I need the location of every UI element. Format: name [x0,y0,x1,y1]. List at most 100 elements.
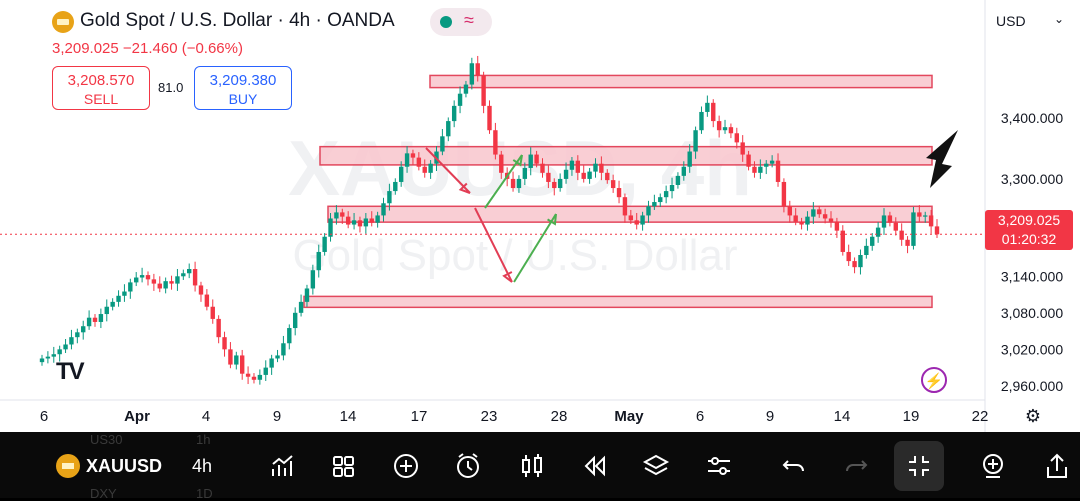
candle-body [870,236,875,246]
chevron-down-icon: ⌄ [1053,12,1064,26]
candle-body [139,275,145,278]
candle-body [658,197,663,203]
red-arrow-down-1-head [458,182,471,194]
chart-type-icon[interactable] [515,449,549,483]
currency-select[interactable]: USD ⌄ [992,8,1072,36]
candle-body [775,160,781,182]
candle-body [899,230,904,240]
candle-body [634,220,639,225]
candle-body [363,218,369,227]
timeframe-selector[interactable]: 4h [192,456,213,476]
add-icon[interactable] [389,449,423,483]
price-axis-label: 3,140.000 [1001,268,1063,284]
candle-body [98,314,104,322]
candle-body [758,166,763,173]
candle-body [640,215,645,225]
candle-body [210,306,215,319]
candle-body [92,317,98,322]
candle-body [357,220,363,227]
undo-icon[interactable] [777,449,811,483]
candle-body [787,206,792,216]
tradingview-logo-icon[interactable]: TV [56,358,85,385]
alert-icon[interactable] [451,449,485,483]
replay-icon[interactable] [577,449,611,483]
add-indicator-icon[interactable] [976,449,1010,483]
sell-button[interactable]: 3,208.570 SELL [52,66,150,110]
candle-body [163,281,168,289]
time-axis-label: 17 [411,408,428,425]
candle-body [187,269,192,274]
price-chart[interactable]: XAUUSD, 4h Gold Spot / U.S. Dollar 3,400.0… [0,0,1080,432]
candle-body [669,185,675,192]
candle-body [263,367,268,375]
settings-sliders-icon[interactable] [702,449,736,483]
green-arrow-up-2 [513,213,557,283]
candle-body [387,191,392,204]
candle-body [622,197,628,216]
candle-body [534,154,539,164]
candle-body [116,295,121,302]
candle-body [875,227,881,237]
candle-body [69,337,74,345]
price-axis-label: 3,400.000 [1001,110,1063,126]
candle-body [822,214,828,219]
candle-body [752,166,757,173]
layers-icon[interactable] [639,449,673,483]
buy-button[interactable]: 3,209.380 BUY [194,66,292,110]
time-axis-label: 28 [551,408,568,425]
candle-body [805,216,810,225]
lightning-icon[interactable]: ⚡ [921,367,947,393]
candle-body [304,288,310,302]
candle-body [552,181,557,189]
candle-body [145,275,151,280]
ghost-watchlist-symbol: US30 [90,432,123,447]
candle-body [316,251,321,271]
symbol-selector[interactable]: XAUUSD [56,454,162,478]
chart-title[interactable]: Gold Spot / U.S. Dollar · 4h · OANDA [80,10,395,31]
bar-countdown: 01:20:32 [1001,231,1057,247]
candle-body [793,215,798,222]
indicators-icon[interactable] [266,449,300,483]
black-pointer-arrow [926,130,958,188]
candle-body [540,163,545,173]
candle-body [557,178,563,189]
redo-icon[interactable] [839,449,873,483]
candle-body [575,160,581,173]
candle-body [463,84,469,94]
fullscreen-exit-icon[interactable] [894,441,944,491]
candle-body [469,63,475,85]
candle-body [275,355,280,359]
candle-body [675,175,681,185]
candle-body [928,215,934,227]
candle-body [410,153,416,158]
candle-body [563,169,569,179]
candle-body [516,178,522,189]
candle-body [57,349,62,355]
candle-body [764,163,769,167]
candle-body [234,355,239,365]
candle-body [616,188,622,198]
support-resistance-zone [303,295,933,309]
candle-body [45,356,51,359]
candle-body [175,276,180,284]
candle-body [728,127,734,134]
gear-icon[interactable]: ⚙ [1024,406,1042,426]
candle-body [393,181,398,192]
candle-body [128,282,133,292]
candle-body [734,133,740,143]
candle-body [681,166,687,176]
candle-body [369,218,374,223]
layouts-icon[interactable] [326,449,360,483]
candle-body [834,221,840,231]
time-axis-label: 23 [481,408,498,425]
candle-body [287,328,292,344]
candle-body [398,166,404,182]
share-icon[interactable] [1040,449,1074,483]
chart-area[interactable]: XAUUSD, 4h Gold Spot / U.S. Dollar 3,400.0… [0,0,1080,432]
time-axis-label: 4 [202,408,210,425]
candle-body [298,301,304,313]
candle-body [722,127,728,131]
status-pill[interactable]: ≈ [430,8,492,36]
time-axis-label: 9 [273,408,281,425]
candle-body [893,222,898,231]
